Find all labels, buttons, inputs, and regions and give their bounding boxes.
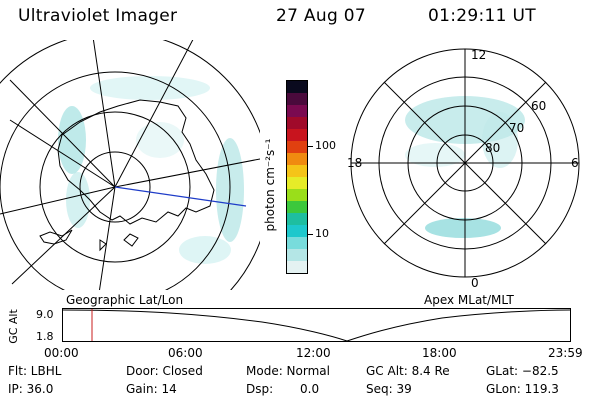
mlt-label-0: 0 [471,276,479,290]
info-seq: Seq: 39 [366,382,412,396]
apex-map: 12 0 18 6 60 70 80 [347,48,580,290]
altitude-ytick-max: 9.0 [36,308,54,321]
xtick-3: 18:00 [422,346,457,360]
info-glat: GLat: −82.5 [486,364,559,378]
colorbar-label-10: 10 [315,227,329,240]
colorbar-label-100: 100 [315,139,336,152]
colorbar [286,80,308,274]
info-gc-alt: GC Alt: 8.4 Re [366,364,450,378]
info-door: Door: Closed [126,364,203,378]
info-ip: IP: 36.0 [8,382,54,396]
altitude-plot [62,308,571,342]
colorbar-unit-label: photon cm⁻²s⁻¹ [263,138,277,232]
info-filter: Flt: LBHL [8,364,62,378]
info-dsp-value: 0.0 [300,382,320,396]
geographic-map [0,40,260,290]
info-glon: GLon: 119.3 [486,382,559,396]
xtick-1: 06:00 [168,346,203,360]
altitude-ylabel: GC Alt [6,309,20,344]
info-dsp-label: Dsp: [246,382,274,396]
colorbar-tick-100 [307,146,313,147]
geographic-caption: Geographic Lat/Lon [66,293,184,307]
instrument-title: Ultraviolet Imager [18,6,178,26]
colorbar-tick-10 [307,234,313,235]
info-mode: Mode: Normal [246,364,330,378]
xtick-0: 00:00 [44,346,79,360]
aurora-emission-left [58,76,244,264]
info-gain: Gain: 14 [126,382,177,396]
mlt-label-18: 18 [347,156,362,170]
xtick-2: 12:00 [296,346,331,360]
apex-caption: Apex MLat/MLT [424,293,514,307]
mlt-label-6: 6 [571,156,579,170]
mlat-label-60: 60 [531,99,546,113]
date-label: 27 Aug 07 [276,6,366,26]
time-label: 01:29:11 UT [428,6,536,26]
xtick-4: 23:59 [548,346,583,360]
mlat-label-70: 70 [509,121,524,135]
mlat-label-80: 80 [485,141,500,155]
mlt-label-12: 12 [471,48,486,62]
altitude-ytick-min: 1.8 [36,330,54,343]
